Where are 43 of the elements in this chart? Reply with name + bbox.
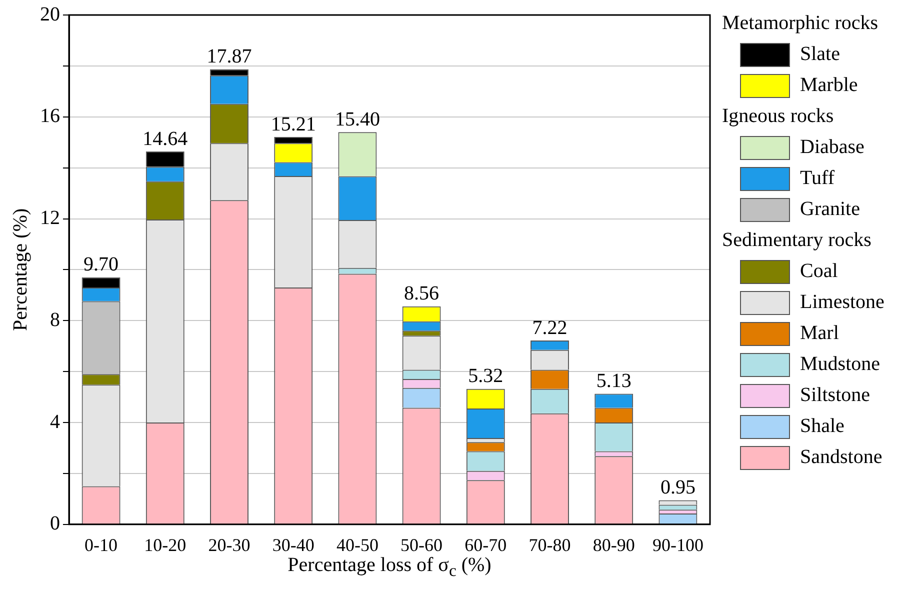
legend-label: Marble [800,74,858,97]
total-label: 0.95 [660,476,696,498]
legend-label: Tuff [800,167,834,190]
total-label: 15.40 [334,108,380,130]
total-label: 5.13 [596,370,632,392]
total-label: 7.22 [532,316,568,339]
x-tick-label: 40-50 [336,534,378,555]
x-tick-label: 10-20 [144,534,186,555]
legend-label: Diabase [800,136,864,159]
total-label: 17.87 [206,46,252,68]
text: Sedimentary rocks [722,228,872,253]
x-tick-label: 80-90 [592,534,635,555]
total-label: 8.56 [404,282,440,305]
x-axis-title: Percentage loss of σ$_{c}$ (%) [288,554,492,582]
x-tick-label: 20-30 [208,534,250,555]
y-tick-label: 20 [40,3,60,26]
legend-label: Siltstone [800,384,870,407]
legend-label: Sandstone [800,446,882,469]
y-axis-title: Percentage (%) [9,208,32,332]
legend-label: Marl [800,322,839,345]
legend-label: Limestone [800,291,884,314]
total-label: 14.64 [142,128,188,150]
total-label: 15.21 [270,113,316,136]
x-tick-label: 60-70 [464,534,507,555]
x-tick-label: 50-60 [400,534,443,555]
legend-label: Slate [800,43,840,66]
y-tick-label: 4 [50,410,60,433]
y-tick-label: 12 [40,207,60,230]
legend-label: Shale [800,415,844,438]
x-tick-label: 30-40 [272,534,314,555]
x-tick-label: 0-10 [84,534,118,555]
text: Metamorphic rocks [722,11,880,36]
total-label: 9.70 [84,254,119,276]
y-tick-label: 16 [40,105,60,128]
total-label: 5.32 [468,365,504,388]
y-tick-label: 0 [50,512,60,535]
x-tick-label: 90-100 [652,534,704,555]
x-tick-label: 70-80 [528,534,571,555]
text: Igneous rocks [722,104,835,129]
legend-label: Granite [800,198,860,221]
legend-label: Coal [800,260,838,283]
legend-label: Mudstone [800,353,880,376]
y-tick-label: 8 [50,308,60,331]
